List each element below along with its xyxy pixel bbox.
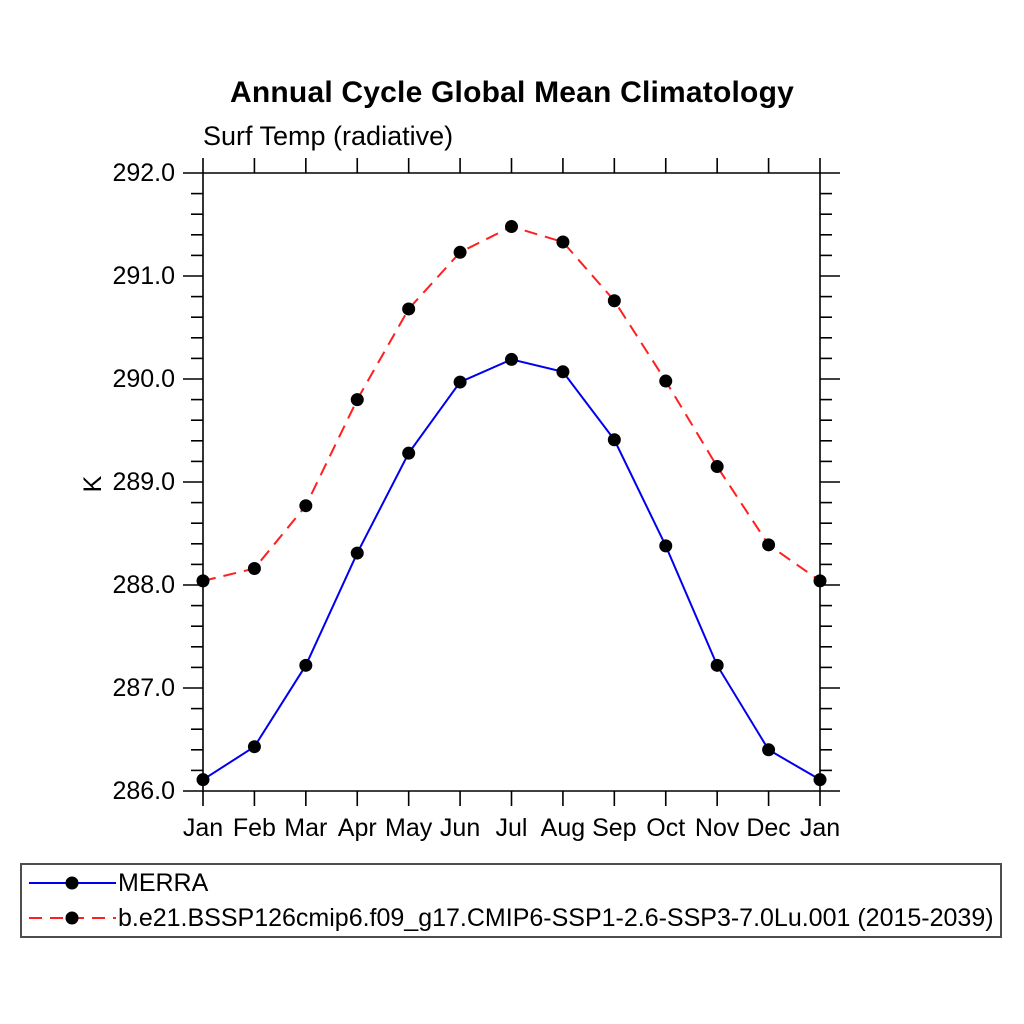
chart-subtitle: Surf Temp (radiative) [203, 121, 454, 151]
data-point-marker [505, 220, 518, 234]
data-point-marker [247, 562, 261, 576]
data-point-marker [350, 546, 364, 560]
data-point-marker [607, 294, 621, 308]
data-point-marker [556, 235, 570, 249]
series-line-1 [202, 225, 821, 582]
legend-item-model: b.e21.BSSP126cmip6.f09_g17.CMIP6-SSP1-2.… [26, 901, 1000, 936]
data-point-marker [607, 433, 621, 447]
data-point-marker [659, 374, 673, 388]
plot-area: 286.0 287.0 288.0 289.0 290.0 291.0 292.0 Jan Fe… [112, 158, 840, 842]
data-point-marker [247, 740, 261, 754]
y-tick-label: 291.0 [112, 262, 175, 290]
x-tick-label: Jan [183, 814, 223, 842]
legend-item-merra: MERRA [26, 866, 1000, 901]
x-tick-label: Feb [233, 814, 276, 842]
data-point-marker [762, 538, 776, 552]
x-tick-label: Jan [800, 814, 840, 842]
y-tick-label: 286.0 [112, 777, 175, 805]
legend-marker-sample [65, 911, 79, 925]
x-tick-label: Aug [541, 814, 585, 842]
x-tick-label: Dec [746, 814, 790, 842]
x-tick-label: Nov [695, 814, 740, 842]
data-point-marker [350, 393, 364, 407]
series-line-0 [202, 358, 821, 781]
data-point-marker [762, 743, 776, 757]
chart-title: Annual Cycle Global Mean Climatology [230, 76, 794, 109]
data-point-marker [196, 574, 210, 588]
data-point-marker [710, 658, 724, 672]
data-point-marker [505, 352, 518, 366]
data-point-marker [453, 375, 467, 389]
x-tick-label: May [385, 814, 433, 842]
data-point-marker [813, 773, 827, 787]
legend-swatch-model [29, 911, 116, 925]
data-point-marker [813, 574, 827, 588]
data-point-marker [299, 499, 313, 513]
legend-label-merra: MERRA [118, 869, 209, 897]
data-point-marker [299, 658, 313, 672]
legend-marker-sample [65, 876, 79, 890]
data-point-marker [402, 302, 416, 316]
data-point-marker [196, 773, 210, 787]
x-tick-label: Mar [284, 814, 327, 842]
legend: MERRA b.e21.BSSP126cmip6.f09_g17.CMIP6-S… [20, 863, 1002, 938]
data-point-marker [453, 245, 467, 259]
x-tick-label: Apr [338, 814, 377, 842]
y-tick-label: 292.0 [112, 159, 175, 187]
data-point-marker [659, 539, 673, 553]
x-tick-label: Jun [440, 814, 480, 842]
x-tick-label: Sep [592, 814, 636, 842]
y-tick-label: 289.0 [112, 468, 175, 496]
legend-label-model: b.e21.BSSP126cmip6.f09_g17.CMIP6-SSP1-2.… [118, 904, 994, 932]
legend-swatch-merra [29, 876, 116, 890]
data-point-marker [556, 365, 570, 379]
y-tick-label: 288.0 [112, 571, 175, 599]
data-point-marker [710, 460, 724, 474]
y-tick-label: 290.0 [112, 365, 175, 393]
y-tick-label: 287.0 [112, 674, 175, 702]
data-point-marker [402, 446, 416, 460]
x-tick-label: Oct [646, 814, 685, 842]
x-tick-label: Jul [496, 814, 528, 842]
